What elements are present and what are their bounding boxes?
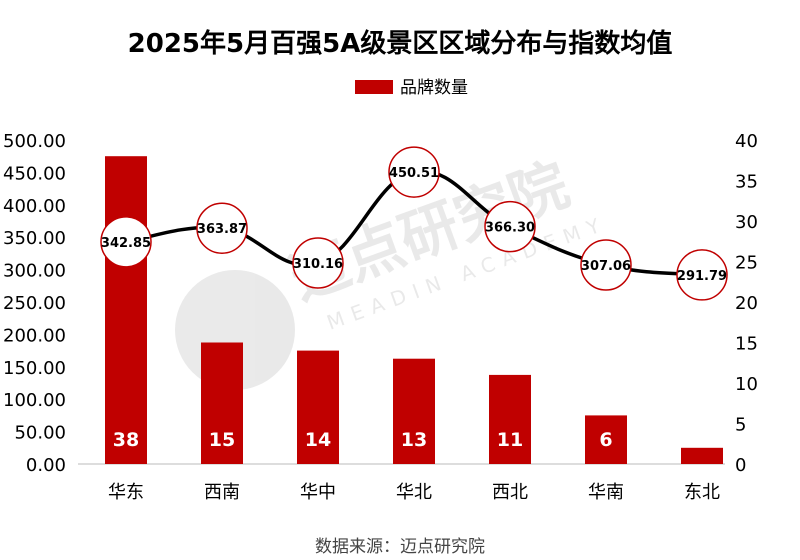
right-axis-tick: 40	[735, 131, 758, 152]
line-marker	[388, 146, 440, 198]
left-axis-tick: 50.00	[14, 423, 66, 444]
bar	[105, 156, 147, 464]
right-axis-tick: 25	[735, 253, 758, 274]
left-axis-tick: 400.00	[3, 196, 66, 217]
x-axis-tick: 华中	[300, 482, 336, 503]
right-axis-tick: 30	[735, 212, 758, 233]
bar	[201, 342, 243, 464]
line-data-label: 310.16	[293, 257, 343, 272]
line-marker	[676, 249, 728, 301]
bar-data-label: 2	[695, 429, 708, 451]
line-data-label: 291.79	[677, 269, 727, 284]
bar	[489, 374, 531, 464]
bar	[585, 415, 627, 464]
right-axis-tick: 0	[735, 455, 746, 476]
source-note: 数据来源：迈点研究院	[315, 537, 485, 557]
left-axis-tick: 450.00	[3, 163, 66, 184]
bar-data-label: 15	[209, 429, 235, 451]
line-marker	[100, 216, 152, 268]
right-axis-tick: 20	[735, 293, 758, 314]
chart-title: 2025年5月百强5A级景区区域分布与指数均值	[128, 28, 673, 59]
left-axis-tick: 200.00	[3, 325, 66, 346]
right-axis-tick: 10	[735, 374, 758, 395]
right-axis-tick: 35	[735, 172, 758, 193]
right-axis-tick: 5	[735, 415, 746, 436]
bar-data-label: 14	[305, 429, 331, 451]
line-marker	[196, 202, 248, 254]
x-axis-tick: 东北	[684, 482, 720, 503]
left-axis-tick: 500.00	[3, 131, 66, 152]
x-axis-tick: 西南	[204, 482, 240, 503]
left-axis-tick: 300.00	[3, 261, 66, 282]
line-data-label: 450.51	[389, 166, 439, 181]
legend-label: 品牌数量	[400, 78, 468, 98]
legend-swatch	[355, 80, 393, 94]
line-marker	[484, 200, 536, 253]
left-axis-tick: 350.00	[3, 228, 66, 249]
bar-data-label: 38	[113, 429, 139, 451]
bar-data-label: 13	[401, 429, 427, 451]
bar	[681, 447, 723, 464]
line-marker	[580, 239, 632, 291]
x-axis-tick: 华南	[588, 482, 624, 503]
line-data-label: 363.87	[197, 222, 247, 237]
line-data-label: 366.30	[485, 221, 535, 236]
line-data-label: 342.85	[101, 236, 151, 251]
bar-data-label: 6	[599, 429, 612, 451]
x-axis-tick: 华东	[108, 482, 144, 503]
bar-data-label: 11	[497, 429, 523, 451]
left-axis-tick: 100.00	[3, 390, 66, 411]
left-axis-tick: 250.00	[3, 293, 66, 314]
line-data-label: 307.06	[581, 259, 631, 274]
right-axis-tick: 15	[735, 334, 758, 355]
left-axis-tick: 150.00	[3, 358, 66, 379]
left-axis-tick: 0.00	[26, 455, 66, 476]
bar	[297, 350, 339, 464]
line-marker	[292, 237, 344, 289]
x-axis-tick: 华北	[396, 482, 432, 503]
x-axis-tick: 西北	[492, 482, 528, 503]
bar	[393, 358, 435, 464]
